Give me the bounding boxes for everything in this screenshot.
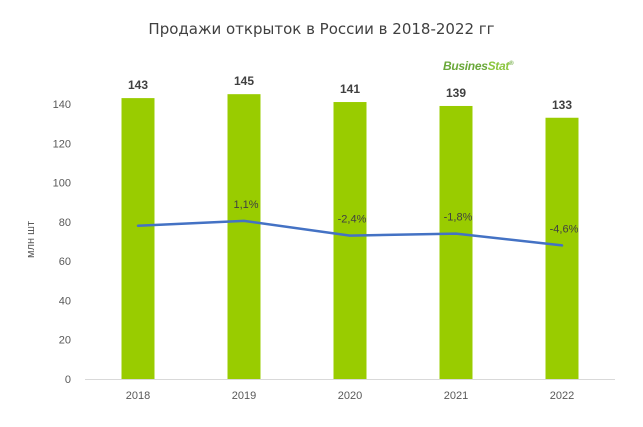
y-tick-label: 0: [65, 374, 71, 386]
bar-value-label: 141: [340, 82, 360, 96]
x-tick-label: 2021: [444, 390, 468, 402]
x-tick-label: 2020: [338, 390, 362, 402]
bar: [227, 94, 261, 379]
bar: [121, 98, 155, 379]
growth-label: 1,1%: [233, 199, 258, 211]
y-axis-label: млн шт: [25, 221, 37, 258]
y-tick-label: 40: [59, 295, 71, 307]
logo-registered-mark: ®: [509, 61, 514, 67]
y-tick-label: 140: [53, 99, 71, 111]
bar-value-label: 133: [552, 98, 572, 112]
x-tick-label: 2018: [126, 390, 150, 402]
bar-value-label: 143: [128, 78, 148, 92]
logo-text-part1: Busines: [443, 59, 488, 73]
x-tick-label: 2019: [232, 390, 256, 402]
y-tick-label: 100: [53, 178, 71, 190]
bar-value-label: 145: [234, 74, 254, 88]
y-tick-label: 20: [59, 335, 71, 347]
y-tick-label: 60: [59, 256, 71, 268]
growth-label: -4,6%: [550, 223, 579, 235]
growth-label: -2,4%: [338, 214, 367, 226]
bar: [439, 105, 473, 379]
chart-title: Продажи открыток в России в 2018-2022 гг: [148, 20, 495, 38]
x-tick-label: 2022: [550, 390, 574, 402]
bar-value-label: 139: [446, 86, 466, 100]
bar: [333, 102, 367, 380]
growth-label: -1,8%: [444, 212, 473, 224]
businesstat-logo: BusinesStat®: [443, 59, 514, 73]
y-tick-label: 120: [53, 138, 71, 150]
logo-text-part2: Stat: [487, 59, 510, 73]
bar: [545, 117, 579, 379]
y-tick-label: 80: [59, 217, 71, 229]
